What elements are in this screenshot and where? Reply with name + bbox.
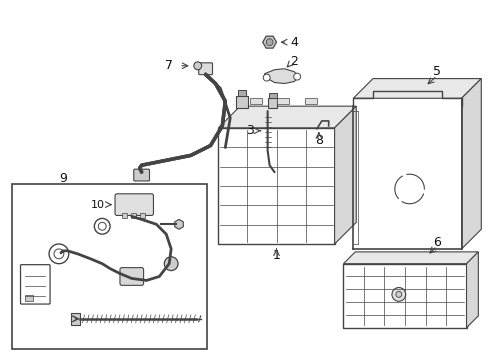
- Bar: [238, 90, 246, 96]
- Text: 9: 9: [59, 171, 67, 185]
- Bar: [219, 128, 335, 244]
- Polygon shape: [466, 252, 478, 328]
- Text: 1: 1: [272, 249, 280, 262]
- Polygon shape: [265, 69, 299, 84]
- Bar: [236, 96, 248, 108]
- Polygon shape: [343, 252, 478, 264]
- Bar: [131, 213, 136, 219]
- FancyBboxPatch shape: [134, 169, 149, 181]
- Text: 10: 10: [91, 199, 105, 210]
- Bar: [250, 98, 262, 104]
- Circle shape: [396, 292, 402, 297]
- Bar: [268, 98, 277, 108]
- Circle shape: [392, 288, 406, 301]
- FancyBboxPatch shape: [120, 267, 144, 285]
- Circle shape: [266, 39, 273, 46]
- Bar: [140, 213, 145, 219]
- Circle shape: [49, 244, 69, 264]
- Circle shape: [54, 249, 64, 259]
- Circle shape: [194, 62, 202, 70]
- Bar: [122, 213, 127, 219]
- Circle shape: [325, 122, 333, 130]
- Polygon shape: [462, 78, 481, 249]
- Bar: [12, 184, 207, 349]
- Text: 7: 7: [165, 59, 173, 72]
- Circle shape: [164, 257, 178, 271]
- Bar: [343, 264, 466, 328]
- Bar: [305, 98, 317, 104]
- FancyBboxPatch shape: [21, 265, 50, 304]
- Bar: [269, 93, 276, 98]
- FancyBboxPatch shape: [115, 194, 153, 215]
- Text: 2: 2: [290, 55, 298, 68]
- Text: 8: 8: [315, 134, 323, 147]
- Text: 5: 5: [433, 65, 441, 78]
- Circle shape: [98, 222, 106, 230]
- Text: 3: 3: [246, 124, 254, 137]
- Text: 6: 6: [433, 235, 441, 248]
- Bar: [277, 98, 289, 104]
- FancyBboxPatch shape: [199, 63, 213, 75]
- Polygon shape: [219, 106, 356, 128]
- Polygon shape: [353, 78, 481, 98]
- Text: 4: 4: [290, 36, 298, 49]
- Bar: [25, 295, 33, 301]
- Bar: [71, 313, 79, 325]
- Circle shape: [294, 73, 301, 80]
- Circle shape: [95, 219, 110, 234]
- Circle shape: [263, 74, 270, 81]
- Polygon shape: [335, 106, 356, 244]
